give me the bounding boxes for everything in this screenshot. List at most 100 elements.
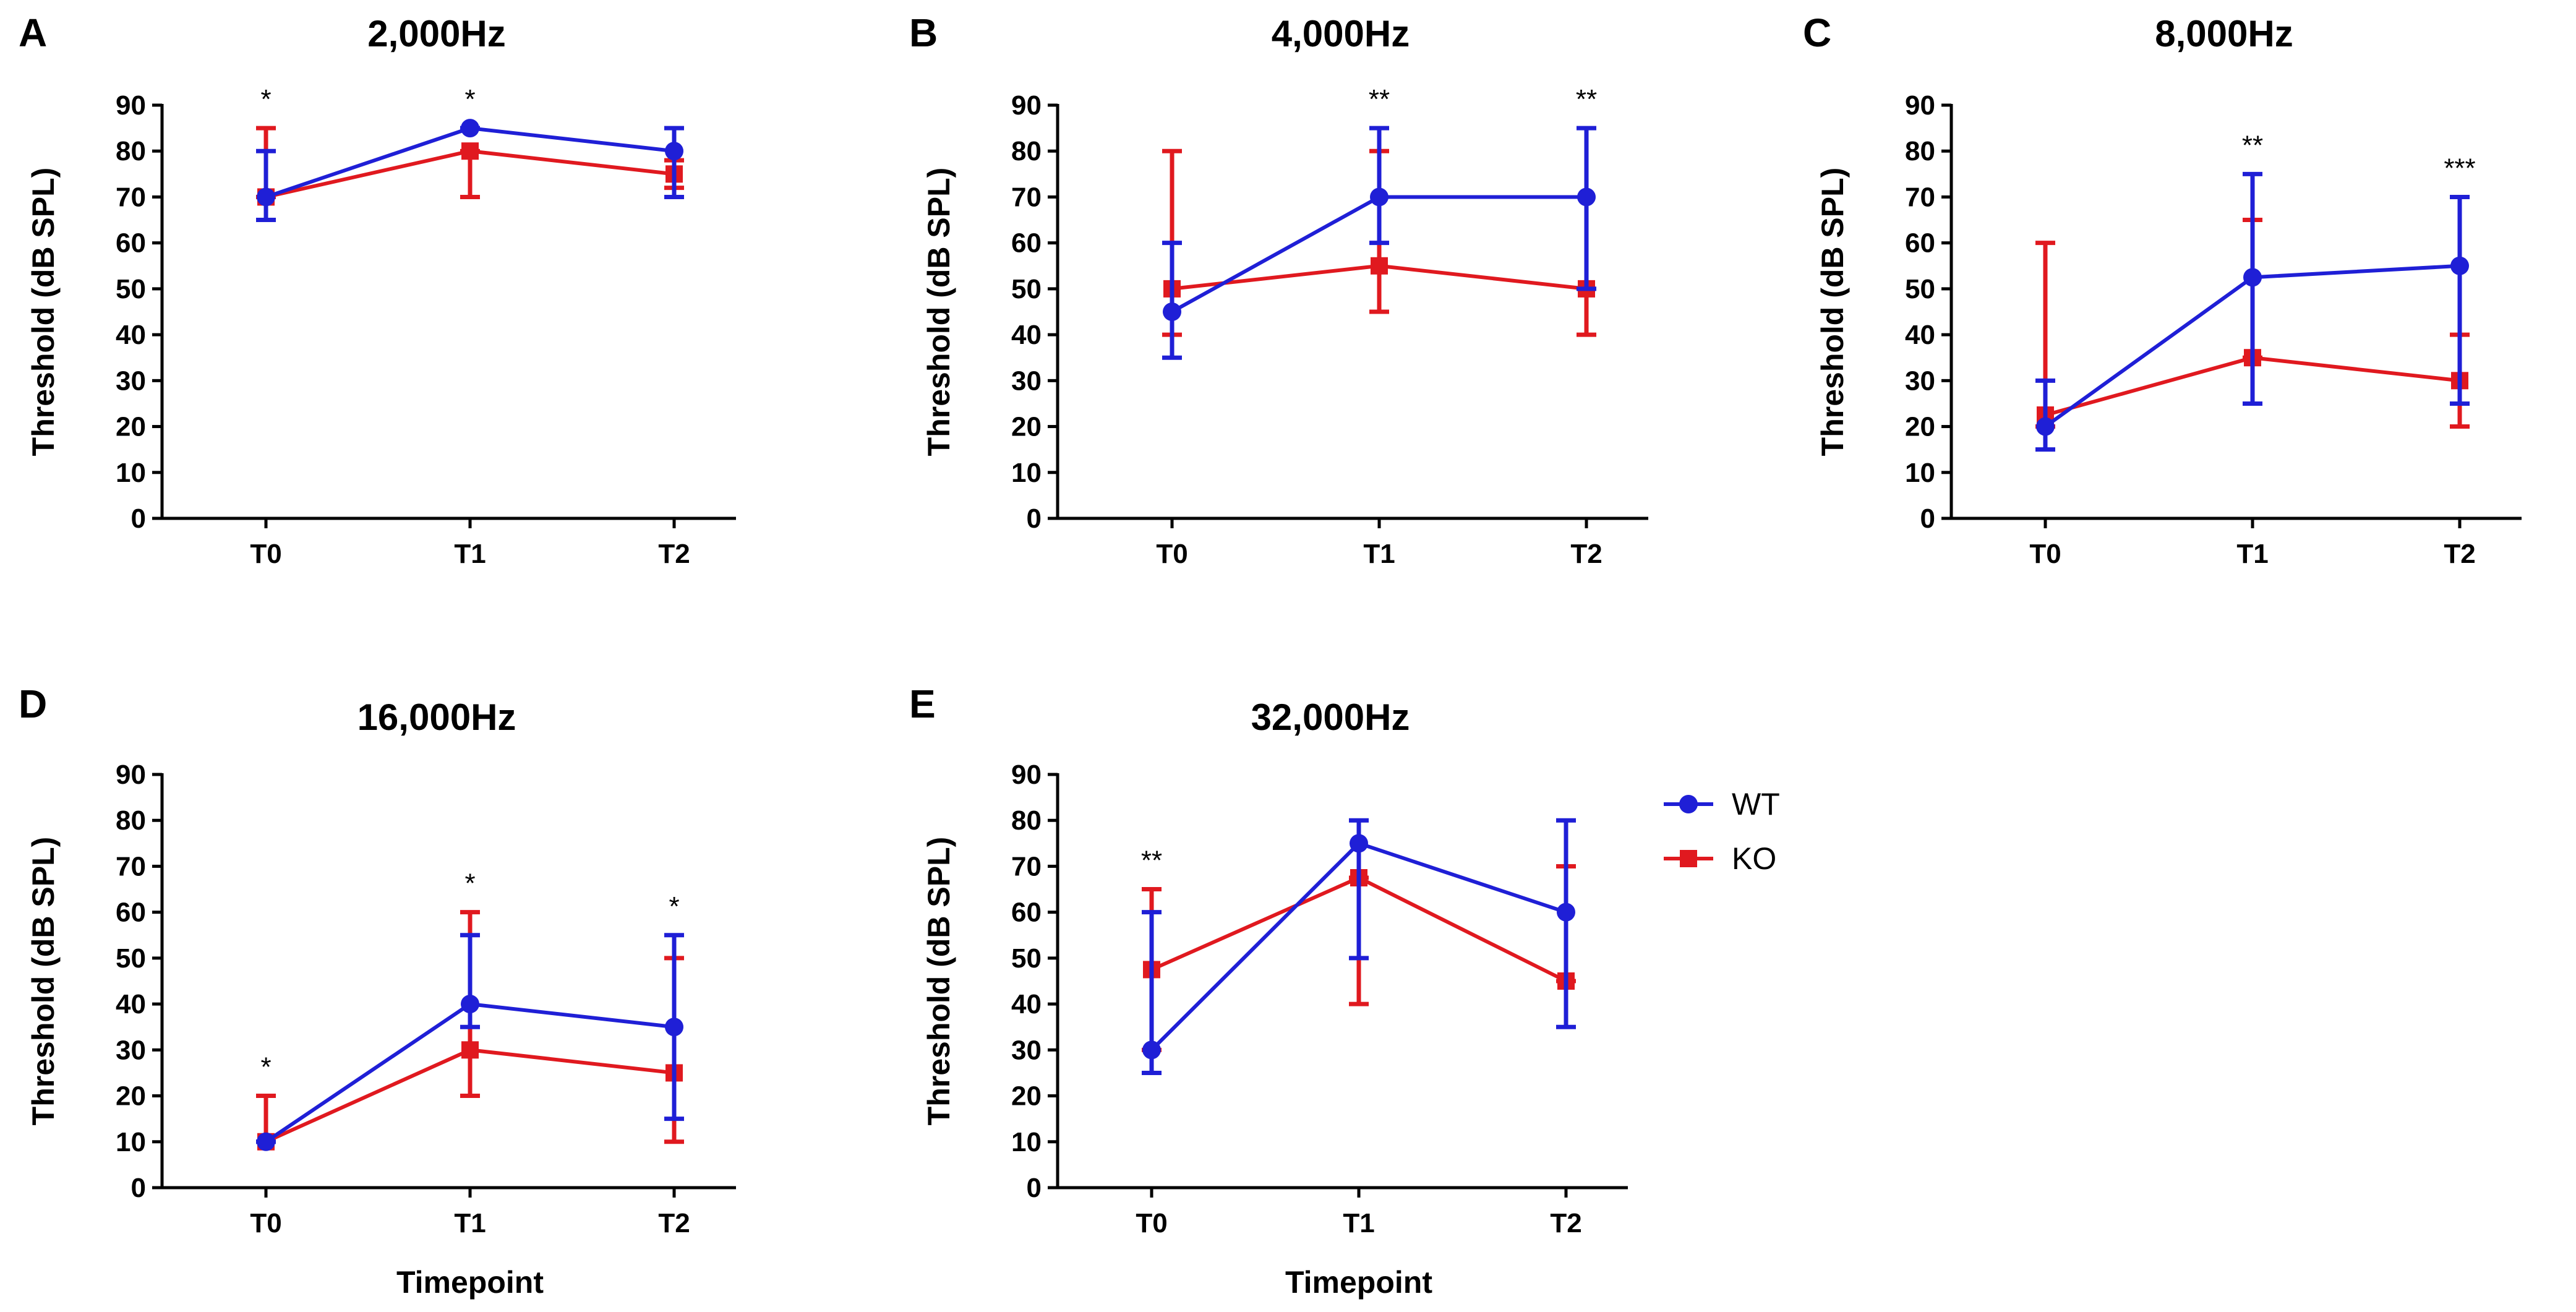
panel-letter: D (19, 682, 47, 726)
y-tick-label: 60 (116, 898, 146, 928)
y-tick-label: 70 (1905, 182, 1935, 212)
series-ko (256, 126, 684, 206)
y-tick-label: 90 (1011, 760, 1042, 790)
data-point (257, 1132, 275, 1151)
x-tick-label: T2 (1550, 1208, 1581, 1238)
data-point (1142, 1040, 1161, 1060)
y-tick-label: 80 (116, 136, 146, 166)
data-point (1370, 187, 1389, 207)
data-point (1557, 903, 1575, 922)
data-point (461, 995, 479, 1014)
significance-marker: * (260, 84, 271, 114)
y-tick-label: 80 (116, 805, 146, 836)
significance-marker: ** (1576, 84, 1597, 114)
y-tick-label: 10 (1011, 458, 1042, 488)
y-tick-label: 60 (116, 228, 146, 259)
y-tick-label: 20 (1905, 412, 1935, 442)
panel-letter: B (909, 11, 938, 55)
significance-marker: * (464, 868, 475, 899)
data-point (1350, 834, 1368, 853)
y-tick-label: 70 (1011, 851, 1042, 881)
data-point (665, 142, 683, 161)
y-tick-label: 0 (1027, 504, 1042, 534)
x-tick-label: T1 (1343, 1208, 1374, 1238)
chart-panels: A 2,000Hz 0 10 20 30 40 50 60 70 80 90 T0 T1 T2 Thresho… (19, 11, 2522, 1300)
data-point (2450, 256, 2469, 275)
panel-letter: E (909, 682, 936, 726)
x-tick-label: T2 (1570, 539, 1602, 569)
significance-marker: * (260, 1052, 271, 1083)
significance-marker: * (464, 84, 475, 114)
significance-marker: ** (2242, 130, 2263, 160)
x-tick-label: T0 (250, 539, 281, 569)
panel-e: E 32,000Hz 0 10 20 30 40 50 60 70 80 90 T0 T1 T2 Thresh… (909, 682, 1628, 1300)
y-tick-label: 20 (1011, 1081, 1042, 1112)
data-point (461, 119, 479, 138)
y-tick-label: 40 (116, 320, 146, 350)
x-tick-label: T0 (1156, 539, 1187, 569)
series-wt (1142, 818, 1576, 1075)
chart-title: 16,000Hz (357, 697, 516, 738)
y-tick-label: 80 (1905, 136, 1935, 166)
y-tick-label: 40 (1011, 320, 1042, 350)
y-tick-label: 50 (1905, 274, 1935, 304)
data-point (461, 142, 479, 160)
data-point (1371, 257, 1388, 275)
y-tick-label: 80 (1011, 805, 1042, 836)
data-point (1577, 187, 1596, 207)
y-tick-label: 70 (116, 851, 146, 881)
legend-wt-label: WT (1732, 787, 1780, 821)
y-axis-label: Threshold (dB SPL) (922, 168, 956, 457)
y-axis-label: Threshold (dB SPL) (26, 837, 61, 1126)
data-point (2036, 417, 2055, 436)
legend-entry-wt: WT (1664, 787, 1780, 821)
y-tick-label: 50 (1011, 943, 1042, 974)
y-tick-label: 0 (1027, 1173, 1042, 1203)
panel-letter: A (19, 11, 47, 55)
y-tick-label: 40 (1011, 989, 1042, 1019)
x-tick-label: T1 (454, 539, 486, 569)
y-tick-label: 50 (116, 943, 146, 974)
y-tick-label: 40 (116, 989, 146, 1019)
y-tick-label: 70 (116, 182, 146, 212)
legend-ko-marker (1680, 850, 1697, 867)
y-tick-label: 60 (1011, 228, 1042, 259)
y-axis-label: Threshold (dB SPL) (922, 837, 956, 1126)
y-tick-label: 50 (116, 274, 146, 304)
significance-marker: * (669, 891, 679, 922)
x-tick-label: T2 (658, 539, 690, 569)
y-tick-label: 10 (116, 458, 146, 488)
x-tick-label: T0 (1136, 1208, 1167, 1238)
series-wt (256, 119, 684, 223)
data-point (665, 1018, 683, 1037)
y-tick-label: 30 (1011, 1035, 1042, 1065)
y-tick-label: 50 (1011, 274, 1042, 304)
legend: WT KO (1664, 787, 1780, 876)
legend-entry-ko: KO (1664, 841, 1776, 876)
y-tick-label: 20 (116, 412, 146, 442)
y-tick-label: 60 (1011, 898, 1042, 928)
significance-marker: ** (1141, 846, 1162, 876)
significance-marker: ** (1369, 84, 1390, 114)
data-point (2243, 268, 2262, 287)
y-tick-label: 30 (116, 366, 146, 396)
y-tick-label: 30 (116, 1035, 146, 1065)
significance-marker: *** (2444, 153, 2475, 183)
chart-title: 4,000Hz (1272, 13, 1410, 54)
y-tick-label: 20 (1011, 412, 1042, 442)
x-tick-label: T0 (250, 1208, 281, 1238)
chart-title: 32,000Hz (1251, 697, 1410, 738)
y-tick-label: 90 (1011, 90, 1042, 121)
panel-a: A 2,000Hz 0 10 20 30 40 50 60 70 80 90 T0 T1 T2 Thresho… (19, 11, 736, 569)
y-tick-label: 90 (116, 90, 146, 121)
x-axis-label: Timepoint (396, 1265, 544, 1300)
x-tick-label: T2 (2444, 539, 2475, 569)
panel-letter: C (1803, 11, 1831, 55)
y-tick-label: 10 (1905, 458, 1935, 488)
y-tick-label: 70 (1011, 182, 1042, 212)
legend-ko-label: KO (1732, 841, 1776, 876)
chart-title: 2,000Hz (367, 13, 505, 54)
y-tick-label: 60 (1905, 228, 1935, 259)
data-point (461, 1041, 479, 1059)
